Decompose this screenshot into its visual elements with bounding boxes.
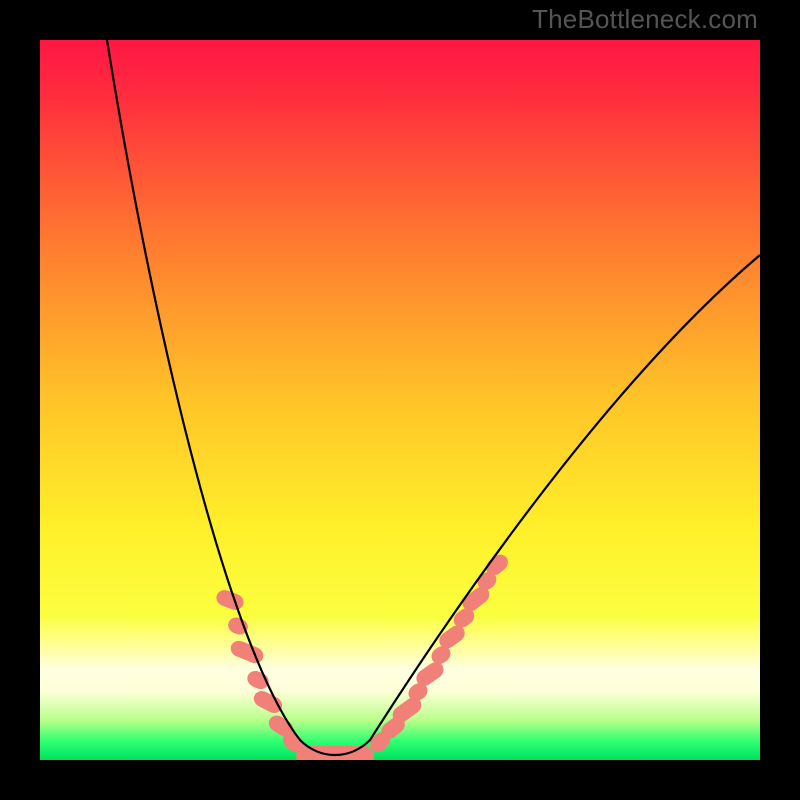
plot-area [40, 40, 760, 766]
frame-bottom [0, 760, 800, 800]
bottleneck-chart [0, 0, 800, 800]
frame-right [760, 0, 800, 800]
frame-left [0, 0, 40, 800]
gradient-background [40, 40, 760, 760]
watermark-text: TheBottleneck.com [532, 4, 758, 35]
